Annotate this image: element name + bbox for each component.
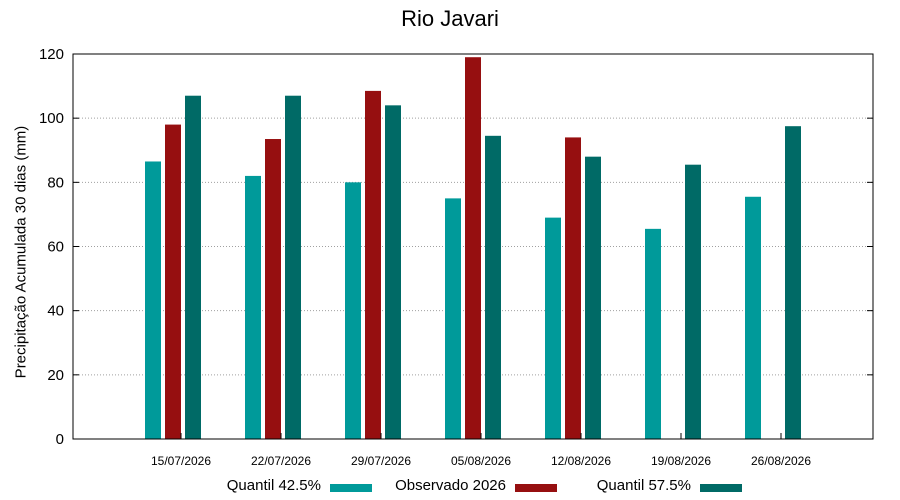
x-tick-label: 12/08/2026 [551, 454, 611, 468]
legend-swatch [515, 484, 557, 492]
bar-quantil-57 [785, 126, 801, 439]
x-tick-label: 05/08/2026 [451, 454, 511, 468]
bar-quantil-42 [145, 161, 161, 439]
x-tick-label: 22/07/2026 [251, 454, 311, 468]
y-tick-label: 120 [39, 46, 64, 63]
x-tick-label: 26/08/2026 [751, 454, 811, 468]
axis-ticks: 0 20 40 60 80 100 120 15/07/2026 22/07/2026 29/07… [39, 46, 873, 468]
bar-observado [565, 137, 581, 439]
bar-quantil-57 [185, 95, 201, 439]
bar-quantil-42 [445, 198, 461, 439]
bar-quantil-57 [285, 95, 301, 439]
bar-observado [465, 57, 481, 439]
y-tick-label: 80 [47, 174, 64, 191]
chart-title: Rio Javari [401, 6, 499, 31]
y-tick-label: 100 [39, 110, 64, 127]
y-tick-label: 20 [47, 367, 64, 384]
bar-quantil-42 [545, 217, 561, 439]
x-tick-label: 15/07/2026 [151, 454, 211, 468]
y-tick-label: 40 [47, 303, 64, 320]
bar-quantil-42 [745, 196, 761, 439]
bar-quantil-57 [485, 135, 501, 439]
bar-quantil-57 [685, 164, 701, 439]
legend-swatch [700, 484, 742, 492]
y-tick-label: 60 [47, 239, 64, 256]
y-tick-label: 0 [56, 431, 64, 448]
legend-swatch [330, 484, 372, 492]
x-tick-label: 19/08/2026 [651, 454, 711, 468]
bar-quantil-42 [345, 182, 361, 440]
bar-observado [365, 90, 381, 439]
bar-observado [165, 124, 181, 439]
bar-quantil-57 [385, 105, 401, 439]
bar-quantil-42 [245, 175, 261, 439]
legend-label: Quantil 57.5% [596, 477, 691, 494]
legend-label: Quantil 42.5% [226, 477, 321, 494]
x-tick-label: 29/07/2026 [351, 454, 411, 468]
bar-quantil-42 [645, 228, 661, 439]
bars [145, 57, 801, 440]
bar-observado [265, 139, 281, 440]
bar-quantil-57 [585, 156, 601, 439]
legend-label: Observado 2026 [395, 477, 506, 494]
